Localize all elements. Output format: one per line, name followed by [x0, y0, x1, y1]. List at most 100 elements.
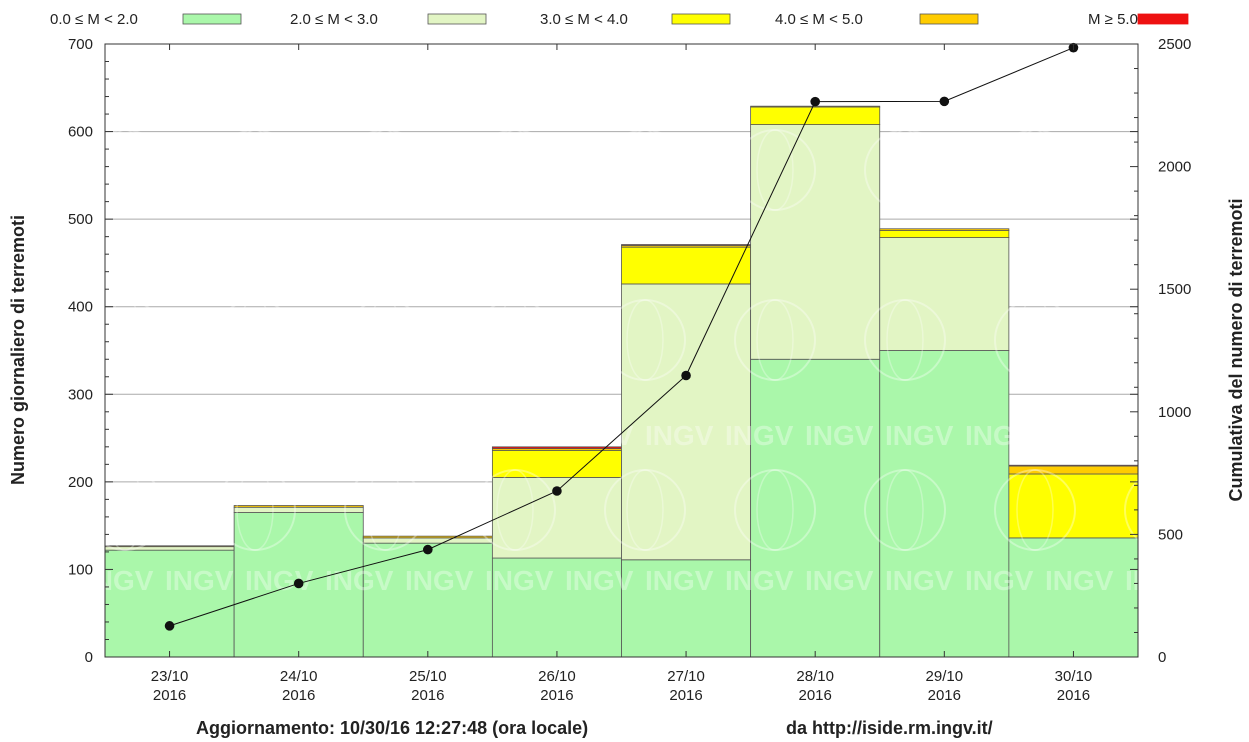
x-tick-label-year: 2016 [669, 687, 702, 704]
y2-axis-label: Cumulativa del numero di terremoti [1226, 198, 1246, 501]
watermark-globe [344, 129, 426, 211]
x-tick-label-date: 25/10 [409, 668, 447, 685]
bars [104, 105, 1139, 658]
bar-segment-series-1 [362, 537, 493, 544]
x-tick-label-year: 2016 [799, 687, 832, 704]
y2-tick-label: 2500 [1158, 36, 1191, 53]
x-tick-label-date: 24/10 [280, 668, 318, 685]
plot-border [104, 43, 1139, 658]
watermark-globe-meridian [886, 469, 924, 551]
bar-segment-series-0 [879, 350, 1010, 658]
watermark-globe [344, 299, 426, 381]
watermark-globe [864, 299, 946, 381]
watermark-text: INGV [165, 420, 234, 451]
watermark-globe-meridian [366, 129, 404, 211]
watermark-globe [474, 469, 556, 551]
watermark-globe-meridian [626, 469, 664, 551]
watermark-text: INGV [1125, 565, 1194, 596]
watermark-text: INGV [965, 420, 1034, 451]
bar-segment-series-2 [491, 449, 622, 478]
watermark-text: INGV [485, 565, 554, 596]
watermark-globe [864, 129, 946, 211]
watermark-text: INGV [405, 565, 474, 596]
watermark-text: INGV [805, 420, 874, 451]
watermark-globe [1124, 309, 1138, 371]
x-tick-label-date: 30/10 [1055, 668, 1093, 685]
y-tick-label: 100 [68, 561, 93, 578]
y-axis-label: Numero giornaliero di terremoti [8, 215, 28, 485]
watermark-globe [604, 129, 686, 211]
watermark-text: INGV [85, 420, 154, 451]
watermark-globe-meridian [1016, 299, 1054, 381]
watermark-text: INGV [325, 420, 394, 451]
bar-segment-series-0 [491, 557, 622, 658]
watermark-globe [344, 469, 426, 551]
cumulative-point [164, 621, 175, 631]
watermark-text: INGV [885, 565, 954, 596]
y-tick-label: 400 [68, 299, 93, 316]
watermark-globe [734, 469, 816, 551]
watermark-globe [994, 299, 1076, 381]
watermark-text: INGV [645, 420, 714, 451]
watermark-text: INGV [245, 420, 314, 451]
x-tick-label-date: 26/10 [538, 668, 576, 685]
watermark-text: INGV [1125, 420, 1194, 451]
bar-segment-series-1 [233, 506, 364, 513]
update-timestamp: Aggiornamento: 10/30/16 12:27:48 (ora lo… [196, 718, 588, 738]
watermark-globe-meridian [496, 129, 534, 211]
y-tick-label: 600 [68, 124, 93, 141]
cumulative-line [164, 42, 1079, 631]
watermark-globe-meridian [496, 299, 534, 381]
cumulative-point [552, 486, 562, 496]
y-tick-label: 0 [85, 649, 93, 666]
bar-segment-series-2 [621, 246, 752, 285]
y-tick-label: 200 [68, 474, 93, 491]
watermark-text: INGV [805, 565, 874, 596]
bar-segment-series-2 [1008, 473, 1139, 539]
watermark-globe-meridian [366, 299, 404, 381]
x-tick-label-year: 2016 [411, 687, 444, 704]
watermark-globe [105, 299, 166, 381]
legend-swatch-3 [919, 13, 979, 25]
watermark-text: INGV [245, 565, 314, 596]
x-tick-label-year: 2016 [928, 687, 961, 704]
x-tick-label-date: 27/10 [667, 668, 705, 685]
watermark-globe-meridian [886, 129, 924, 211]
watermark-globe [994, 129, 1076, 211]
watermark-globe-meridian [106, 469, 144, 551]
watermark-text: INGV [1045, 420, 1114, 451]
watermark-globe-meridian [626, 299, 664, 381]
watermark-globe-meridian [106, 299, 144, 381]
watermark-globe [214, 299, 296, 381]
x-tick-label-date: 29/10 [926, 668, 964, 685]
axes: 0 100 200 300 400 500 600 700 0 500 1000 1500 2000 25… [68, 36, 1191, 704]
cumulative-point [939, 96, 950, 107]
legend-label-3: 4.0 ≤ M < 5.0 [775, 11, 863, 28]
watermark-text: INGV [485, 420, 554, 451]
bar-segment-series-3 [104, 545, 235, 548]
watermark-globe [1124, 479, 1138, 541]
watermark-text: INGV [725, 565, 794, 596]
x-tick-label-year: 2016 [1057, 687, 1090, 704]
legend-swatch-1 [427, 13, 487, 25]
cumulative-point [810, 96, 820, 107]
watermark-text: INGV [165, 565, 234, 596]
watermark-globe [105, 129, 166, 211]
watermark-globe-meridian [1147, 300, 1183, 380]
cumulative-polyline [169, 47, 1074, 627]
watermark-globe-meridian [756, 129, 794, 211]
legend-label-4: M ≥ 5.0 [1088, 11, 1138, 28]
watermark-text: INGV [885, 420, 954, 451]
bar-segment-series-3 [233, 505, 364, 508]
watermark-globe-meridian [236, 469, 274, 551]
bar-segment-series-4 [621, 244, 752, 246]
legend-swatch-0 [182, 13, 242, 25]
y2-tick-label: 500 [1158, 526, 1183, 543]
bar-segment-series-2 [750, 106, 881, 125]
ingv-watermark: INGV INGV INGV INGV INGV INGV INGV INGV INGV INGV… [85, 129, 1194, 596]
watermark-text: INGV [325, 565, 394, 596]
watermark-globe-meridian [1016, 129, 1054, 211]
watermark-globe [474, 299, 556, 381]
legend-swatch-2 [671, 13, 731, 25]
